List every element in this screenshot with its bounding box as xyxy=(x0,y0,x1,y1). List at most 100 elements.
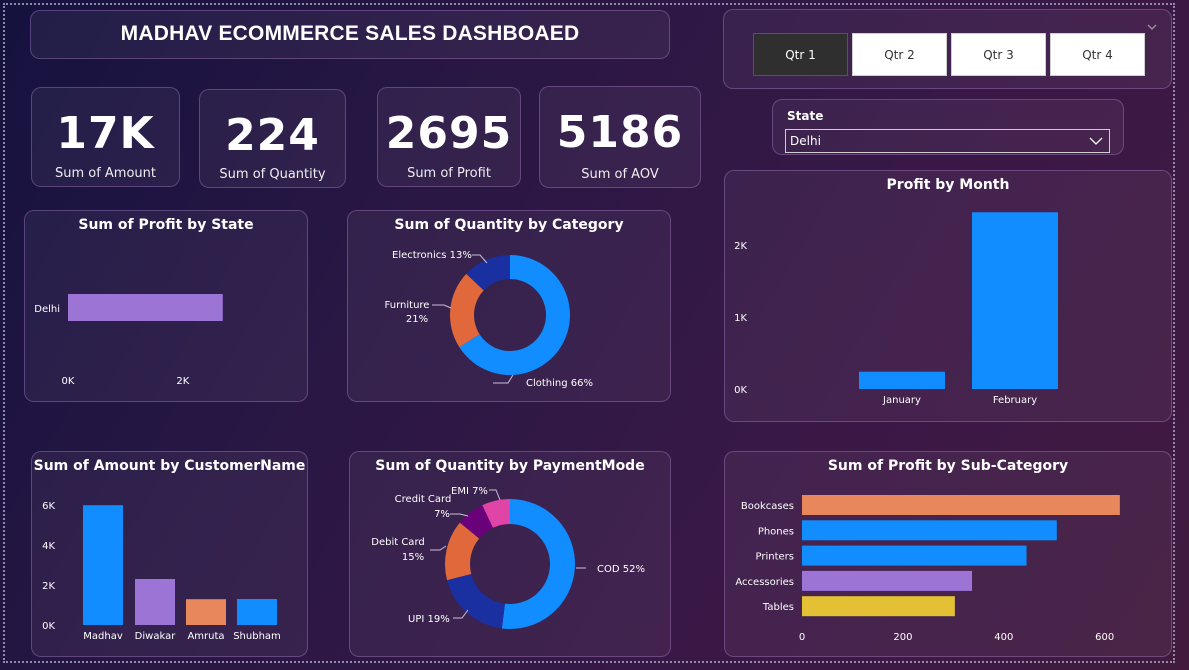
leader-line xyxy=(489,489,501,501)
bar xyxy=(802,596,955,617)
bar xyxy=(68,294,223,321)
slice-label: Clothing 66% xyxy=(526,378,593,389)
category-label: Accessories xyxy=(735,577,794,588)
y-tick-label: 0K xyxy=(42,621,55,632)
quarter-button-qtr3[interactable]: Qtr 3 xyxy=(951,33,1046,76)
category-label: Bookcases xyxy=(741,501,794,512)
kpi-card-aov: 5186 Sum of AOV xyxy=(539,86,701,188)
dashboard-title: MADHAV ECOMMERCE SALES DASHBOAED xyxy=(120,22,580,45)
y-tick-label: 1K xyxy=(734,313,747,324)
donut-slice xyxy=(482,499,510,528)
bar xyxy=(802,570,973,591)
leader-line xyxy=(453,609,469,619)
bar xyxy=(237,599,277,625)
x-tick-label: Shubham xyxy=(233,631,281,642)
x-tick-label: Madhav xyxy=(83,631,123,642)
chart-amount-by-customer: Sum of Amount by CustomerName Madhav Diwa… xyxy=(31,451,308,657)
slice-label: COD 52% xyxy=(597,564,645,575)
bar xyxy=(859,371,945,389)
amount-by-customer-svg: Madhav Diwakar Amruta Shubham 0K 2K 4K 6K xyxy=(42,501,281,642)
chart-title: Sum of Quantity by PaymentMode xyxy=(375,458,645,474)
slice-label: EMI 7% xyxy=(451,486,488,497)
x-tick-label: Amruta xyxy=(187,631,224,642)
slice-label: Electronics 13% xyxy=(392,250,472,261)
profit-by-subcategory-svg: Bookcases Phones Printers Accessories Tables… xyxy=(735,495,1120,643)
bar xyxy=(972,212,1058,389)
donut-slice xyxy=(447,573,505,629)
x-tick-label: 400 xyxy=(994,632,1013,643)
donut-slice xyxy=(459,255,570,375)
chart-quantity-by-category: Sum of Quantity by Category Clothing 66%… xyxy=(347,210,671,402)
x-tick-label: 0 xyxy=(799,632,805,643)
state-label: State xyxy=(787,109,824,123)
chart-profit-by-state: Sum of Profit by State Delhi 0K 2K xyxy=(24,210,308,402)
bar xyxy=(802,545,1027,566)
category-label: Printers xyxy=(756,552,794,563)
profit-by-month-svg: January February 0K 1K 2K xyxy=(734,212,1058,406)
leader-line xyxy=(430,545,447,551)
y-tick-label: 6K xyxy=(42,501,55,512)
kpi-label: Sum of Amount xyxy=(54,166,157,181)
chart-title: Profit by Month xyxy=(886,177,1010,193)
donut-slice xyxy=(466,255,510,291)
kpi-value: 5186 xyxy=(556,107,684,158)
donut-slice xyxy=(459,505,493,539)
kpi-card-amount: 17K Sum of Amount xyxy=(31,87,180,187)
x-tick-label: 200 xyxy=(893,632,912,643)
bar xyxy=(802,520,1057,541)
slice-label: 7% xyxy=(434,509,450,520)
quarter-button-qtr1[interactable]: Qtr 1 xyxy=(753,33,848,76)
leader-line xyxy=(432,304,452,309)
slice-label: Debit Card xyxy=(371,537,424,548)
bar xyxy=(135,579,175,625)
kpi-label: Sum of Profit xyxy=(407,166,491,181)
x-tick-label: February xyxy=(993,395,1037,406)
y-tick-label: 2K xyxy=(42,581,55,592)
state-dropdown[interactable]: Delhi xyxy=(785,129,1110,153)
category-label: Delhi xyxy=(34,304,60,315)
donut-slice xyxy=(501,499,575,629)
chart-profit-by-subcategory: Sum of Profit by Sub-Category Bookcases P… xyxy=(724,451,1172,657)
donut-slice xyxy=(445,522,480,581)
x-tick-label: 600 xyxy=(1095,632,1114,643)
dashboard-frame xyxy=(3,3,1175,663)
slice-label: 15% xyxy=(402,552,424,563)
slice-label: Credit Card xyxy=(395,494,452,505)
kpi-value: 17K xyxy=(56,108,155,159)
chevron-down-icon xyxy=(1089,137,1103,145)
kpi-value: 2695 xyxy=(385,108,513,159)
chevron-down-icon[interactable] xyxy=(1147,22,1157,32)
x-tick-label: Diwakar xyxy=(135,631,177,642)
y-tick-label: 4K xyxy=(42,541,55,552)
bar xyxy=(83,505,123,625)
leader-line xyxy=(493,374,514,384)
chart-title: Sum of Quantity by Category xyxy=(394,217,624,233)
y-tick-label: 2K xyxy=(734,241,747,252)
x-tick-label: January xyxy=(882,395,921,406)
leader-line xyxy=(472,254,488,264)
profit-by-state-svg: Delhi 0K 2K xyxy=(34,294,223,387)
quantity-by-category-svg: Clothing 66% Furniture 21% Electronics 13% xyxy=(385,250,593,389)
category-label: Phones xyxy=(758,526,794,537)
y-tick-label: 0K xyxy=(734,385,747,396)
slice-label: UPI 19% xyxy=(408,614,450,625)
chart-profit-by-month: Profit by Month January February 0K 1K 2K xyxy=(724,170,1172,422)
state-selected-value: Delhi xyxy=(790,134,821,148)
kpi-value: 224 xyxy=(225,110,320,161)
chart-quantity-by-paymentmode: Sum of Quantity by PaymentMode COD 52% UP… xyxy=(349,451,671,657)
quarter-button-qtr2[interactable]: Qtr 2 xyxy=(852,33,947,76)
slice-label: Furniture xyxy=(385,300,430,311)
state-slicer: State Delhi xyxy=(772,99,1124,155)
x-tick-label: 0K xyxy=(62,376,75,387)
bar xyxy=(802,495,1120,515)
chart-title: Sum of Profit by State xyxy=(78,217,254,233)
quantity-by-paymentmode-svg: COD 52% UPI 19% Debit Card 15% Credit Card 7%… xyxy=(371,486,645,629)
quarter-button-qtr4[interactable]: Qtr 4 xyxy=(1050,33,1145,76)
chart-title: Sum of Amount by CustomerName xyxy=(33,458,306,474)
slice-label: 21% xyxy=(406,314,428,325)
kpi-card-profit: 2695 Sum of Profit xyxy=(377,87,521,187)
kpi-label: Sum of Quantity xyxy=(219,167,326,182)
bar xyxy=(186,599,226,625)
leader-line xyxy=(450,513,469,517)
title-card: MADHAV ECOMMERCE SALES DASHBOAED xyxy=(30,10,670,59)
